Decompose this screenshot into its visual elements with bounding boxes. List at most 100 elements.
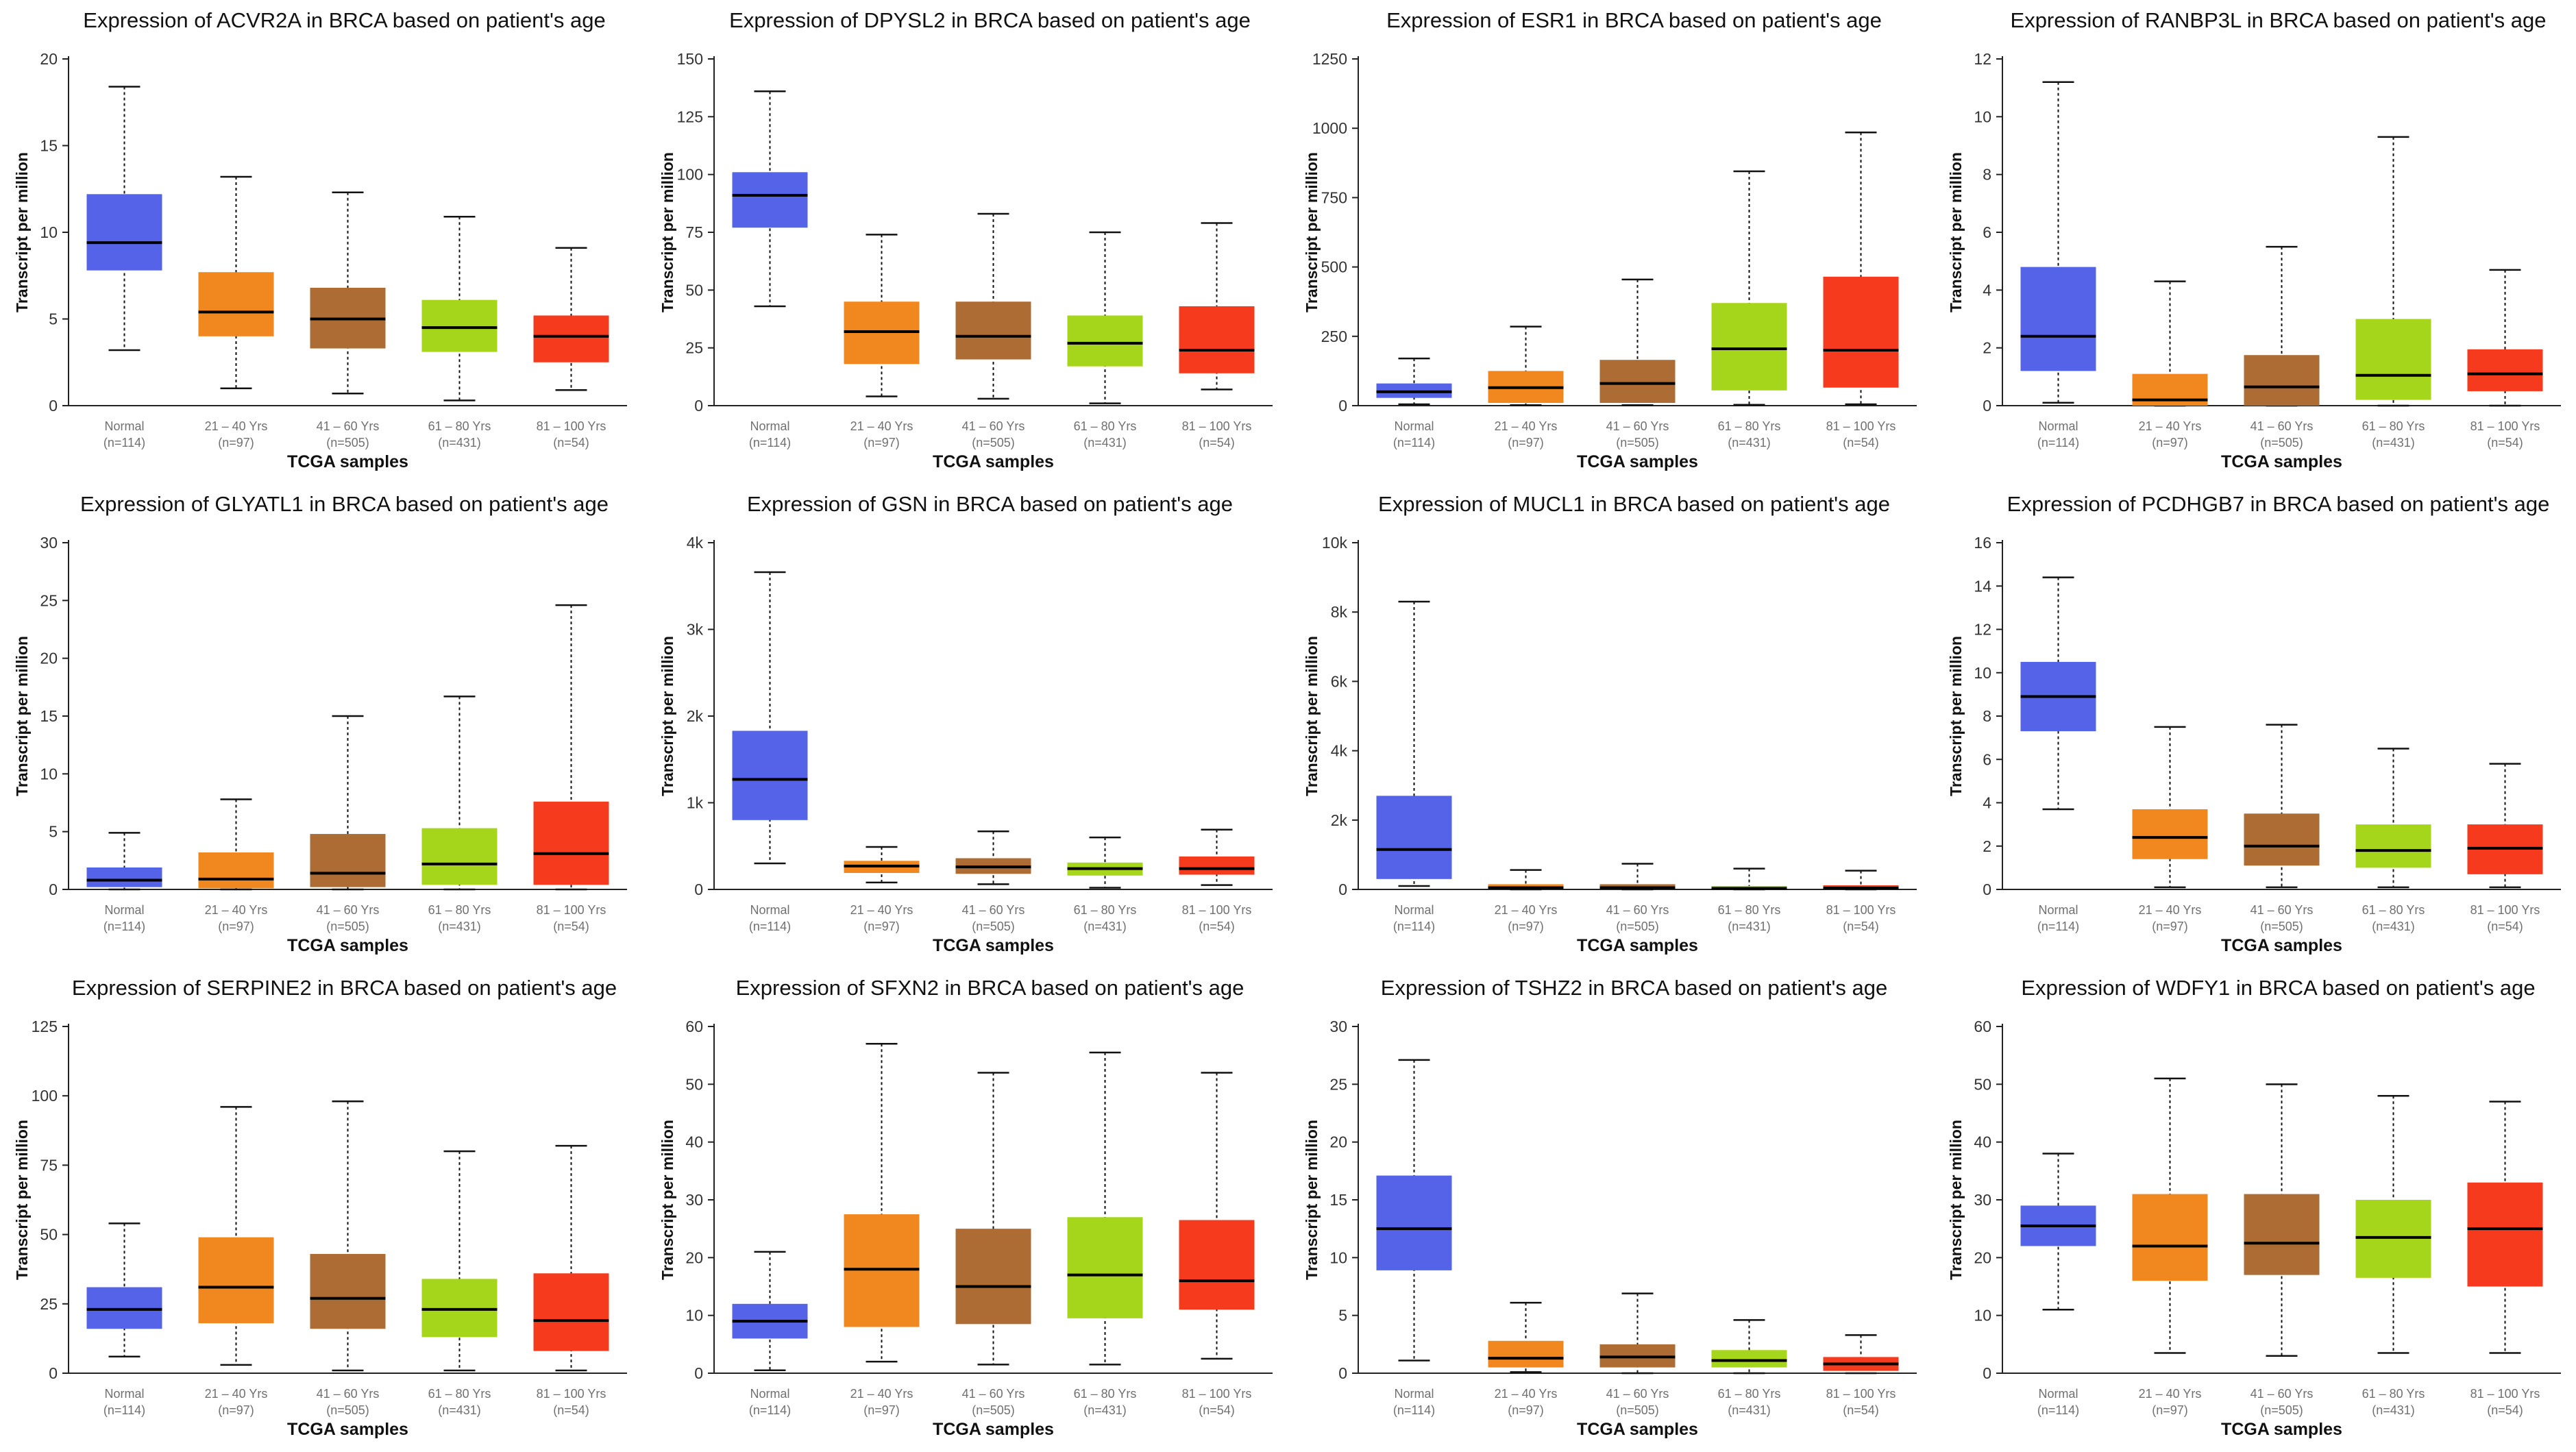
sample-count-label: (n=431): [1728, 920, 1771, 933]
sample-count-label: (n=114): [2037, 1403, 2079, 1417]
y-tick-label: 75: [40, 1156, 58, 1174]
chart-panel: Expression of PCDHGB7 in BRCA based on p…: [1934, 484, 2576, 965]
chart-svg: Expression of RANBP3L in BRCA based on p…: [1947, 8, 2561, 471]
y-tick-label: 50: [685, 1075, 703, 1093]
chart-panel: Expression of GLYATL1 in BRCA based on p…: [0, 484, 642, 965]
box: [2467, 1182, 2543, 1287]
sample-count-label: (n=505): [326, 920, 369, 933]
chart-title: Expression of PCDHGB7 in BRCA based on p…: [2007, 492, 2550, 516]
y-tick-label: 40: [1974, 1133, 1991, 1151]
y-tick-label: 12: [1974, 50, 1991, 68]
chart-svg: Expression of ACVR2A in BRCA based on pa…: [13, 8, 627, 471]
chart-svg: Expression of PCDHGB7 in BRCA based on p…: [1947, 492, 2561, 955]
category-label: 41 – 60 Yrs: [1606, 903, 1669, 917]
sample-count-label: (n=54): [1843, 1403, 1879, 1417]
category-label: Normal: [104, 419, 144, 433]
category-label: 81 – 100 Yrs: [1182, 1387, 1252, 1401]
sample-count-label: (n=54): [2487, 436, 2523, 450]
sample-count-label: (n=54): [1199, 920, 1235, 933]
y-tick-label: 0: [694, 881, 703, 898]
category-label: 21 – 40 Yrs: [2139, 1387, 2202, 1401]
category-label: 61 – 80 Yrs: [1074, 419, 1137, 433]
chart-svg: Expression of GLYATL1 in BRCA based on p…: [13, 492, 627, 955]
category-label: 41 – 60 Yrs: [2250, 1387, 2314, 1401]
category-label: 41 – 60 Yrs: [317, 419, 380, 433]
x-axis-label: TCGA samples: [1577, 1420, 1698, 1439]
category-label: 41 – 60 Yrs: [962, 903, 1025, 917]
category-label: 61 – 80 Yrs: [1074, 903, 1137, 917]
sample-count-label: (n=54): [1843, 920, 1879, 933]
y-tick-label: 15: [1329, 1191, 1347, 1209]
box: [1711, 1350, 1787, 1368]
category-label: Normal: [2038, 903, 2078, 917]
y-axis-label: Transcript per million: [659, 636, 676, 796]
box: [1823, 276, 1899, 388]
sample-count-label: (n=97): [863, 1403, 900, 1417]
sample-count-label: (n=505): [1616, 1403, 1659, 1417]
category-label: 21 – 40 Yrs: [850, 1387, 913, 1401]
x-axis-label: TCGA samples: [933, 452, 1054, 471]
sample-count-label: (n=114): [103, 920, 145, 933]
sample-count-label: (n=431): [1083, 436, 1127, 450]
box: [421, 299, 498, 352]
sample-count-label: (n=97): [1508, 1403, 1544, 1417]
sample-count-label: (n=431): [1728, 1403, 1771, 1417]
sample-count-label: (n=505): [326, 1403, 369, 1417]
category-label: 61 – 80 Yrs: [1718, 903, 1781, 917]
sample-count-label: (n=54): [2487, 920, 2523, 933]
category-label: 61 – 80 Yrs: [1718, 1387, 1781, 1401]
y-tick-label: 0: [49, 1364, 58, 1382]
sample-count-label: (n=54): [2487, 1403, 2523, 1417]
y-tick-label: 10k: [1322, 534, 1348, 552]
box: [2020, 267, 2096, 371]
category-label: Normal: [750, 419, 789, 433]
sample-count-label: (n=431): [438, 1403, 481, 1417]
chart-title: Expression of SERPINE2 in BRCA based on …: [72, 976, 617, 1000]
sample-count-label: (n=97): [1508, 436, 1544, 450]
y-axis-label: Transcript per million: [1947, 152, 1965, 312]
chart-title: Expression of WDFY1 in BRCA based on pat…: [2021, 976, 2535, 1000]
y-tick-label: 2k: [1331, 811, 1348, 829]
box: [198, 272, 274, 336]
sample-count-label: (n=431): [438, 920, 481, 933]
sample-count-label: (n=505): [2260, 920, 2303, 933]
y-tick-label: 0: [49, 397, 58, 415]
box: [310, 834, 386, 887]
category-label: 61 – 80 Yrs: [2362, 903, 2425, 917]
sample-count-label: (n=505): [972, 920, 1015, 933]
box: [2355, 1200, 2431, 1278]
y-tick-label: 60: [1974, 1018, 1991, 1035]
category-label: Normal: [2038, 1387, 2078, 1401]
category-label: Normal: [104, 903, 144, 917]
sample-count-label: (n=114): [2037, 920, 2079, 933]
sample-count-label: (n=97): [2152, 1403, 2188, 1417]
y-tick-label: 10: [1974, 1307, 1991, 1325]
category-label: Normal: [2038, 419, 2078, 433]
y-tick-label: 0: [49, 881, 58, 898]
x-axis-label: TCGA samples: [2221, 936, 2342, 955]
box: [533, 1273, 609, 1351]
sample-count-label: (n=505): [326, 436, 369, 450]
box: [2244, 1194, 2320, 1275]
category-label: 21 – 40 Yrs: [205, 1387, 268, 1401]
sample-count-label: (n=431): [1083, 920, 1127, 933]
y-tick-label: 14: [1974, 577, 1991, 595]
y-tick-label: 25: [685, 339, 703, 357]
box: [421, 828, 498, 885]
sample-count-label: (n=114): [749, 1403, 791, 1417]
y-axis-label: Transcript per million: [1303, 1120, 1321, 1280]
chart-panel: Expression of DPYSL2 in BRCA based on pa…: [646, 0, 1288, 481]
box: [86, 867, 162, 887]
box: [844, 1214, 920, 1327]
category-label: 61 – 80 Yrs: [428, 903, 491, 917]
chart-panel: Expression of SFXN2 in BRCA based on pat…: [646, 968, 1288, 1449]
sample-count-label: (n=114): [749, 436, 791, 450]
box: [1179, 856, 1255, 875]
sample-count-label: (n=54): [553, 920, 589, 933]
category-label: Normal: [750, 903, 789, 917]
sample-count-label: (n=505): [972, 436, 1015, 450]
box: [2355, 319, 2431, 400]
category-label: Normal: [104, 1387, 144, 1401]
box: [1179, 1220, 1255, 1310]
chart-title: Expression of RANBP3L in BRCA based on p…: [2011, 8, 2547, 32]
